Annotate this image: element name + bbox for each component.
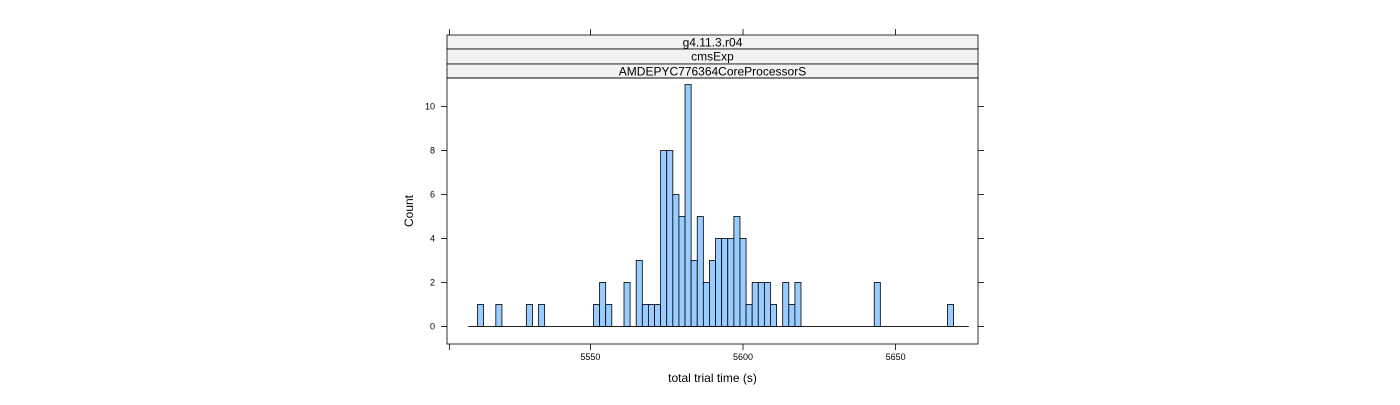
histogram-bar (495, 304, 503, 327)
histogram-bar (763, 282, 771, 327)
histogram-bar (696, 216, 704, 327)
y-tick-label: 0 (430, 321, 435, 331)
histogram-bar (757, 282, 765, 327)
histogram-bar (599, 282, 607, 327)
panel-frame (446, 77, 979, 345)
histogram-bar (745, 304, 753, 327)
y-axis-title: Count (402, 194, 416, 227)
strip-headers: g4.11.3.r04 cmsExp AMDEPYC776364CoreProc… (446, 34, 979, 79)
x-tick-label: 5600 (733, 352, 753, 362)
histogram-bar (477, 304, 485, 327)
y-tick-label: 2 (430, 277, 435, 287)
x-tick-label: 5650 (886, 352, 906, 362)
histogram-bar (715, 238, 723, 327)
strip-label-2: cmsExp (691, 50, 734, 64)
histogram-bar (525, 304, 533, 327)
histogram-bar (605, 304, 613, 327)
y-tick-label: 6 (430, 190, 435, 200)
histogram-bar (666, 150, 674, 327)
histogram-bar (648, 304, 655, 327)
histogram-bar (660, 150, 668, 327)
y-tick-label: 10 (425, 102, 435, 112)
histogram-bar (739, 238, 747, 327)
histogram-bar (635, 260, 643, 327)
histogram-bar (727, 238, 735, 327)
histogram-bar (641, 304, 649, 327)
histogram-bar (721, 238, 729, 327)
x-tick-label: 5550 (580, 352, 600, 362)
histogram-bars (468, 84, 969, 327)
histogram-bar (684, 84, 692, 327)
histogram-bar (751, 282, 759, 327)
histogram-bar (794, 282, 802, 327)
histogram-bar (623, 282, 631, 327)
histogram-bar (702, 282, 710, 327)
histogram-bar (873, 282, 881, 327)
histogram-bar (538, 304, 546, 327)
histogram-bar (709, 260, 716, 327)
histogram-bar (770, 304, 777, 327)
histogram-bar (690, 260, 698, 327)
histogram-bar (788, 304, 796, 327)
histogram-bar (782, 282, 790, 327)
histogram-bar (593, 304, 600, 327)
strip-label-1: g4.11.3.r04 (683, 36, 743, 50)
histogram-bar (654, 304, 662, 327)
x-axis-title: total trial time (s) (668, 371, 757, 385)
axes: 5550 5600 5650 0 2 4 6 8 10 (425, 29, 984, 362)
histogram-bar (678, 216, 686, 327)
histogram-bar (733, 216, 741, 327)
histogram-bar (947, 304, 954, 327)
strip-label-3: AMDEPYC776364CoreProcessorS (619, 65, 806, 79)
y-tick-label: 4 (430, 233, 435, 243)
y-tick-label: 8 (430, 146, 435, 156)
histogram-bar (672, 194, 680, 327)
